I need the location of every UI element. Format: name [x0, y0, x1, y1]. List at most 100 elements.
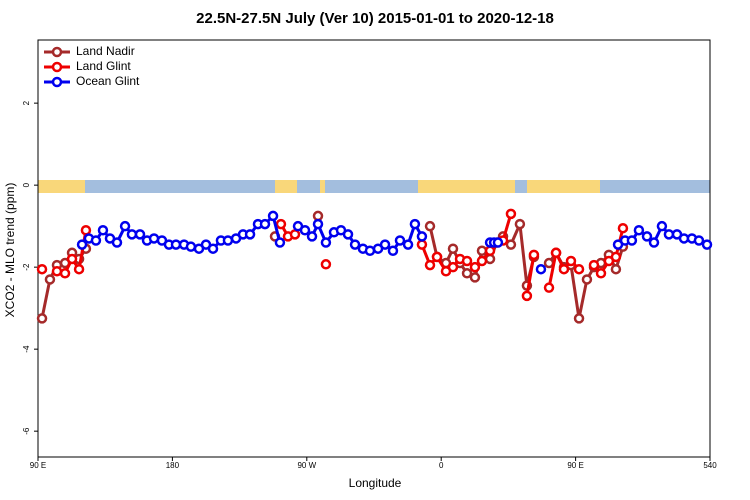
x-tick-label: 90 E	[567, 461, 583, 470]
point	[44, 274, 56, 285]
point	[558, 263, 570, 275]
point	[80, 225, 92, 236]
point	[342, 229, 354, 240]
point	[461, 268, 473, 279]
legend-label: Land Nadir	[76, 44, 135, 58]
point	[111, 237, 123, 248]
ocean-band	[38, 180, 710, 193]
point	[610, 251, 622, 263]
point	[492, 237, 504, 248]
point	[476, 245, 488, 257]
point	[565, 255, 577, 267]
point	[469, 272, 481, 283]
land-band	[38, 180, 85, 193]
point	[633, 225, 645, 236]
land-band	[527, 180, 600, 193]
point	[573, 313, 585, 324]
x-tick-label: 540	[703, 461, 717, 470]
point	[521, 290, 533, 302]
point	[693, 235, 705, 246]
point	[312, 218, 324, 230]
point	[207, 243, 219, 254]
point	[543, 282, 555, 293]
point	[626, 235, 638, 246]
x-tick-label: 90 W	[297, 461, 316, 470]
point	[424, 259, 436, 271]
point	[535, 263, 547, 275]
point	[97, 225, 109, 236]
legend-marker	[51, 46, 63, 58]
x-tick-label: 0	[439, 461, 444, 470]
point	[416, 231, 428, 242]
point	[387, 245, 399, 257]
point	[581, 274, 593, 285]
y-tick-label: 0	[22, 182, 31, 187]
point	[274, 237, 286, 248]
point	[469, 261, 481, 273]
point	[320, 237, 332, 248]
chart-title: 22.5N-27.5N July (Ver 10) 2015-01-01 to …	[196, 10, 554, 27]
legend-label: Land Glint	[76, 59, 131, 73]
legend-marker	[51, 61, 63, 73]
point	[76, 239, 88, 250]
land-band	[275, 180, 297, 193]
point	[349, 239, 361, 250]
point	[701, 239, 713, 250]
point	[447, 261, 459, 273]
point	[267, 210, 279, 222]
point	[222, 235, 234, 246]
point	[320, 259, 332, 270]
point	[185, 241, 197, 252]
point	[505, 208, 517, 220]
y-tick-label: -2	[22, 263, 31, 271]
point	[289, 229, 301, 240]
point	[409, 218, 421, 230]
surface-band	[38, 180, 710, 193]
point	[663, 229, 675, 240]
point	[617, 222, 629, 234]
point	[275, 218, 287, 230]
point	[364, 245, 376, 257]
x-axis-label: Longitude	[349, 476, 402, 490]
point	[66, 253, 78, 265]
point	[306, 231, 318, 242]
point	[476, 255, 488, 267]
point	[402, 239, 414, 250]
x-tick-label: 180	[166, 461, 180, 470]
point	[90, 235, 102, 246]
point	[447, 243, 459, 254]
point	[36, 263, 48, 275]
legend-label: Ocean Glint	[76, 74, 140, 88]
point	[36, 313, 48, 324]
point	[528, 249, 540, 261]
point	[656, 220, 668, 232]
point	[648, 237, 660, 248]
point	[170, 239, 182, 250]
point	[641, 231, 653, 242]
land-band	[320, 180, 325, 193]
land-band	[418, 180, 515, 193]
point	[244, 229, 256, 240]
point	[59, 268, 71, 279]
point	[299, 225, 311, 236]
point	[588, 259, 600, 271]
point	[484, 245, 496, 257]
point	[461, 255, 473, 267]
point	[424, 220, 436, 232]
legend-marker	[51, 76, 63, 88]
point	[431, 251, 443, 263]
y-tick-label: 2	[22, 100, 31, 105]
point	[119, 220, 131, 232]
x-tick-label: 90 E	[30, 461, 46, 470]
point	[51, 266, 63, 277]
point	[73, 263, 85, 275]
point	[543, 257, 555, 269]
y-axis-label: XCO2 - MLO trend (ppm)	[3, 183, 17, 318]
point	[379, 239, 391, 250]
point	[259, 218, 271, 230]
point	[550, 247, 562, 259]
point	[126, 229, 138, 240]
point	[394, 235, 406, 246]
y-tick-label: -6	[22, 427, 31, 435]
